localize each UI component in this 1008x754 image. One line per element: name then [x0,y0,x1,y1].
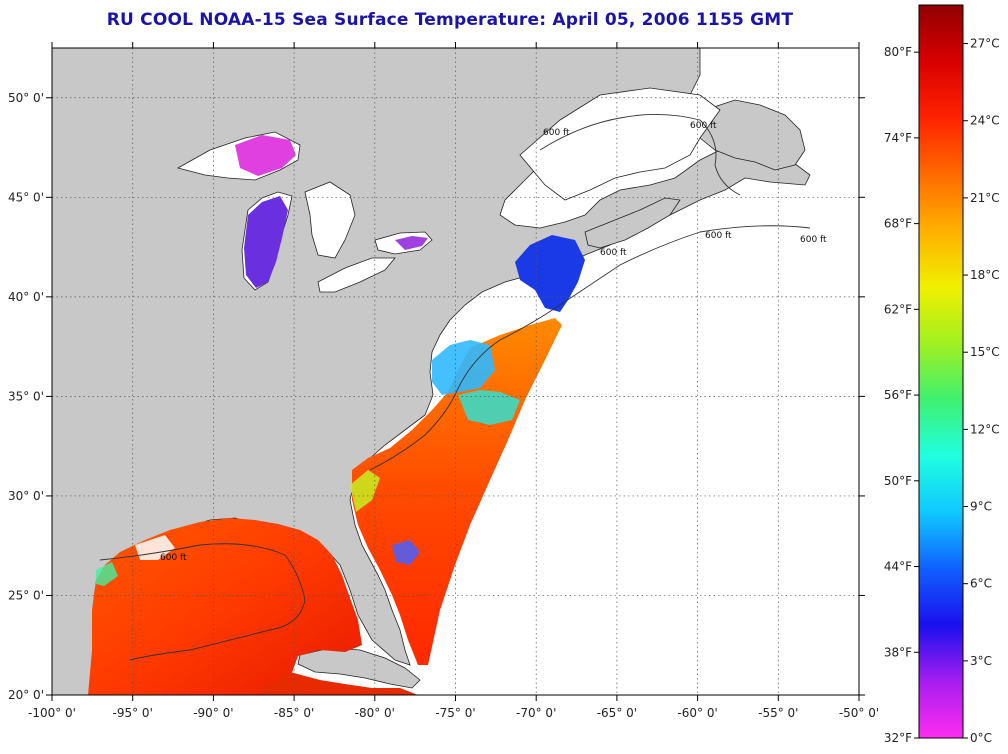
sst-lake-michigan [244,196,288,288]
land-cuba [297,647,421,689]
colorbar-f-label: 50°F [884,474,912,488]
colorbar-c-label: 27°C [970,37,1000,51]
sst-gulf-cool-patch [96,562,118,586]
isobath-atlantic [369,225,811,471]
contour-label-newfoundland: 600 ft [690,121,717,131]
lat-tick-label: 35° 0' [8,389,44,403]
colorbar-fahrenheit-labels: 80°F 74°F 68°F 62°F 56°F 50°F 44°F 38°F 32°F [884,45,919,745]
sst-gulf-of-maine [515,235,585,312]
land-newfoundland [699,99,806,171]
colorbar-c-label: 15°C [970,345,1000,359]
lon-tick-label: -95° 0' [113,706,153,720]
lon-tick-label: -50° 0' [839,706,879,720]
colorbar-f-label: 62°F [884,302,912,316]
lon-tick-label: -75° 0' [435,706,475,720]
sst-gulf-cloud-patch [135,535,175,560]
isobath-gulf [99,543,306,661]
lon-tick-label: -60° 0' [677,706,717,720]
colorbar-f-label: 44°F [884,560,912,574]
lat-tick-label: 25° 0' [8,588,44,602]
colorbar-f-label: 38°F [884,645,912,659]
land-nova-scotia [584,197,681,249]
contour-label-gulf: 600 ft [160,553,187,563]
contour-label-offshore: 600 ft [800,235,827,245]
isobath-labrador [539,114,741,196]
colorbar-c-label: 18°C [970,268,1000,282]
sst-mid-atlantic-cool [432,340,495,395]
lon-axis: -100° 0' -95° 0' -90° 0' -85° 0' -80° 0' -75°… [28,42,879,720]
lat-tick-label: 40° 0' [8,290,44,304]
colorbar-f-label: 32°F [884,731,912,745]
sst-gulf-of-mexico [88,518,362,695]
colorbar-f-label: 68°F [884,217,912,231]
lon-tick-label: -65° 0' [597,706,637,720]
contour-label-grand-banks: 600 ft [705,231,732,241]
colorbar-celsius-labels: 27°C 24°C 21°C 18°C 15°C 12°C 9°C 6°C 3°C 0°C [963,37,1000,745]
contour-label-scotian: 600 ft [600,248,627,258]
sst-florida-blue [392,540,420,565]
colorbar-f-label: 80°F [884,45,912,59]
sst-lake-superior [235,135,296,176]
colorbar-c-label: 21°C [970,191,1000,205]
colorbar-c-label: 24°C [970,114,1000,128]
sst-lake-ontario [395,236,428,250]
lon-tick-label: -90° 0' [193,706,233,720]
map-layers [52,48,811,695]
colorbar-f-label: 56°F [884,388,912,402]
colorbar-c-label: 3°C [970,654,992,668]
chart-title: RU COOL NOAA-15 Sea Surface Temperature:… [106,10,794,30]
lon-tick-label: -70° 0' [516,706,556,720]
gulf-st-lawrence [519,87,721,201]
lon-tick-label: -55° 0' [758,706,798,720]
colorbar-c-label: 6°C [970,577,992,591]
lat-tick-label: 30° 0' [8,489,44,503]
lat-tick-label: 50° 0' [8,91,44,105]
lon-tick-label: -80° 0' [355,706,395,720]
lat-tick-label: 45° 0' [8,190,44,204]
contour-label-labrador: 600 ft [543,128,570,138]
colorbar [918,4,964,739]
sst-caribbean [260,672,418,695]
lon-tick-label: -100° 0' [28,706,76,720]
lake-erie [317,257,396,293]
lake-huron [304,181,356,259]
colorbar-c-label: 9°C [970,500,992,514]
lat-tick-label: 20° 0' [8,688,44,702]
sst-shelf-teal [458,390,520,425]
colorbar-c-label: 12°C [970,422,1000,436]
sst-carolina-yellow [350,470,380,512]
colorbar-c-label: 0°C [970,731,992,745]
lon-tick-label: -85° 0' [274,706,314,720]
colorbar-f-label: 74°F [884,131,912,145]
lat-axis: 20° 0' 25° 0' 30° 0' 35° 0' 40° 0' 45° 0' 50° … [8,91,865,702]
